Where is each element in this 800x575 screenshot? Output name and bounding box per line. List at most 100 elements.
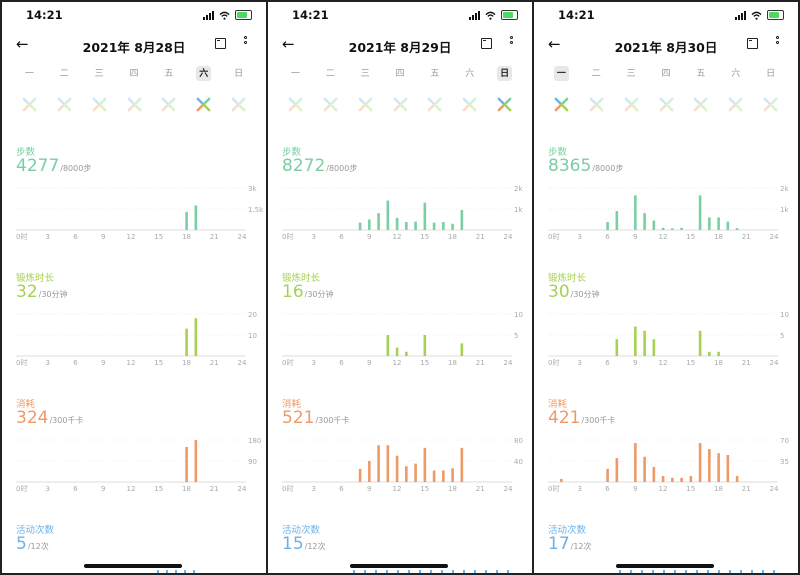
weekday-tab[interactable]: 四 bbox=[649, 66, 684, 82]
calendar-icon[interactable] bbox=[215, 38, 226, 49]
activity-bar bbox=[157, 570, 159, 573]
activity-ring-icon[interactable] bbox=[47, 94, 82, 114]
battery-icon bbox=[235, 10, 252, 20]
activity-bar bbox=[663, 570, 665, 573]
calories-bar bbox=[643, 456, 646, 482]
steps-bar bbox=[634, 195, 637, 230]
exercise-bar bbox=[460, 343, 464, 356]
weekday-tab[interactable]: 六 bbox=[718, 66, 753, 82]
activity-ring-icon[interactable] bbox=[649, 94, 684, 114]
weekday-tab[interactable]: 一 bbox=[544, 66, 579, 82]
activity-ring-icon[interactable] bbox=[221, 94, 256, 114]
weekday-tab[interactable]: 三 bbox=[614, 66, 649, 82]
x-tick-label: 9 bbox=[101, 359, 105, 366]
activity-ring-icon[interactable] bbox=[614, 94, 649, 114]
weekday-tab[interactable]: 一 bbox=[12, 66, 47, 82]
steps-summary: 4277/8000步 bbox=[16, 156, 91, 176]
activity-summary: 5/12次 bbox=[16, 534, 49, 554]
weekday-tab[interactable]: 三 bbox=[82, 66, 117, 82]
weekday-tab[interactable]: 五 bbox=[417, 66, 452, 82]
weekday-tab[interactable]: 一 bbox=[278, 66, 313, 82]
exercise-bar bbox=[698, 330, 702, 356]
y-tick-label: 70 bbox=[780, 437, 789, 445]
activity-ring-icon[interactable] bbox=[12, 94, 47, 114]
activity-bar bbox=[507, 570, 509, 573]
steps-bar bbox=[432, 222, 436, 230]
more-options-icon[interactable] bbox=[244, 36, 249, 48]
activity-ring-icon[interactable] bbox=[683, 94, 718, 114]
activity-bar bbox=[773, 570, 775, 573]
calories-summary: 521/300千卡 bbox=[282, 408, 349, 428]
activity-ring-icon[interactable] bbox=[82, 94, 117, 114]
activity-ring-icon[interactable] bbox=[579, 94, 614, 114]
signal-icon bbox=[469, 10, 480, 20]
exercise-bar bbox=[717, 351, 720, 356]
weekday-label: 日 bbox=[766, 69, 776, 79]
activity-ring-icon[interactable] bbox=[417, 94, 452, 114]
calories-bar bbox=[726, 455, 730, 482]
steps-bar bbox=[405, 222, 408, 230]
x-tick-label: 3 bbox=[312, 233, 316, 240]
more-options-icon[interactable] bbox=[510, 36, 515, 48]
calories-goal: /300千卡 bbox=[315, 416, 350, 425]
activity-ring-icon[interactable] bbox=[544, 94, 579, 114]
weekday-tab[interactable]: 六 bbox=[186, 66, 221, 82]
calendar-icon[interactable] bbox=[481, 38, 492, 49]
exercise-goal: /30分钟 bbox=[38, 290, 68, 299]
weekday-selector: 一二三四五六日 bbox=[278, 66, 522, 82]
activity-bar bbox=[496, 570, 498, 573]
weekday-tab[interactable]: 日 bbox=[753, 66, 788, 82]
steps-chart: 3k 1.5k 0时 3 6 9 12 15 18 21 24 bbox=[16, 185, 264, 240]
more-options-icon[interactable] bbox=[776, 36, 781, 48]
activity-label: 活动次数 bbox=[548, 525, 587, 536]
weekday-tab[interactable]: 二 bbox=[47, 66, 82, 82]
activity-ring-icon[interactable] bbox=[117, 94, 152, 114]
back-arrow-icon[interactable]: ← bbox=[16, 35, 29, 53]
activity-ring-icon[interactable] bbox=[753, 94, 788, 114]
activity-bar bbox=[762, 570, 764, 573]
x-tick-label: 3 bbox=[578, 485, 582, 492]
weekday-tab[interactable]: 四 bbox=[383, 66, 418, 82]
activity-bar bbox=[751, 570, 753, 573]
weekday-tab[interactable]: 日 bbox=[221, 66, 256, 82]
x-tick-label: 3 bbox=[578, 359, 582, 366]
calendar-icon[interactable] bbox=[747, 38, 758, 49]
activity-ring-icon[interactable] bbox=[313, 94, 348, 114]
activity-ring-icon[interactable] bbox=[452, 94, 487, 114]
weekday-tab[interactable]: 二 bbox=[313, 66, 348, 82]
steps-bar bbox=[615, 211, 619, 230]
weekday-tab[interactable]: 三 bbox=[348, 66, 383, 82]
daily-rings-row bbox=[278, 94, 522, 114]
weekday-tab[interactable]: 五 bbox=[683, 66, 718, 82]
weekday-tab[interactable]: 二 bbox=[579, 66, 614, 82]
activity-ring-icon[interactable] bbox=[383, 94, 418, 114]
activity-ring-icon[interactable] bbox=[151, 94, 186, 114]
exercise-value: 30 bbox=[548, 282, 570, 302]
activity-ring-icon[interactable] bbox=[718, 94, 753, 114]
back-arrow-icon[interactable]: ← bbox=[282, 35, 295, 53]
activity-bar bbox=[474, 570, 476, 573]
weekday-tab[interactable]: 六 bbox=[452, 66, 487, 82]
x-tick-label: 18 bbox=[182, 233, 191, 240]
wifi-icon bbox=[485, 11, 496, 20]
calories-goal: /300千卡 bbox=[581, 416, 616, 425]
daily-rings-row bbox=[12, 94, 256, 114]
signal-icon bbox=[203, 10, 214, 20]
weekday-tab[interactable]: 日 bbox=[487, 66, 522, 82]
exercise-chart: 10 5 0时 3 6 9 12 15 18 21 24 bbox=[548, 311, 789, 366]
activity-ring-icon[interactable] bbox=[186, 94, 221, 114]
weekday-selector: 一二三四五六 日 bbox=[544, 66, 788, 82]
weekday-tab[interactable]: 四 bbox=[117, 66, 152, 82]
y-tick-label: 2k bbox=[514, 185, 523, 193]
weekday-tab[interactable]: 五 bbox=[151, 66, 186, 82]
activity-ring-icon[interactable] bbox=[487, 94, 522, 114]
back-arrow-icon[interactable]: ← bbox=[548, 35, 561, 53]
calories-bar bbox=[708, 449, 711, 482]
x-tick-label: 21 bbox=[476, 233, 485, 240]
activity-ring-icon[interactable] bbox=[278, 94, 313, 114]
calories-bar bbox=[560, 479, 563, 482]
y-tick-label: 90 bbox=[248, 458, 257, 466]
calories-bar bbox=[194, 440, 198, 482]
activity-ring-icon[interactable] bbox=[348, 94, 383, 114]
calories-bar bbox=[386, 445, 390, 482]
